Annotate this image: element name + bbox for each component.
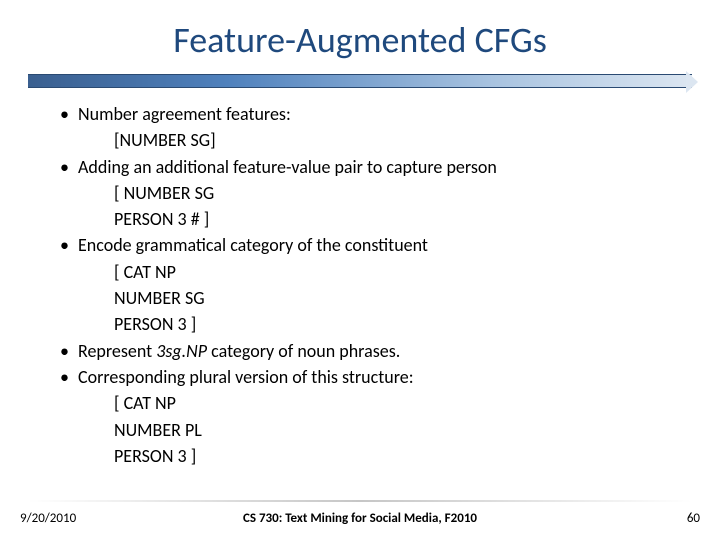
sub-item: [ CAT NP xyxy=(60,260,672,284)
sub-item: PERSON 3 ] xyxy=(60,444,672,468)
bullet-item: Represent 3sg.NP category of noun phrase… xyxy=(60,339,672,363)
footer-course: CS 730: Text Mining for Social Media, F2… xyxy=(243,511,477,526)
bullet-item: Encode grammatical category of the const… xyxy=(60,233,672,257)
footer-date: 9/20/2010 xyxy=(20,511,76,526)
bullet-item: Adding an additional feature-value pair … xyxy=(60,155,672,179)
slide-body: Number agreement features: [NUMBER SG] A… xyxy=(0,102,720,468)
sub-item: PERSON 3 ] xyxy=(60,312,672,336)
slide-title: Feature-Augmented CFGs xyxy=(0,0,720,74)
sub-item: NUMBER SG xyxy=(60,286,672,310)
bullet-list: Number agreement features: [NUMBER SG] A… xyxy=(60,102,672,468)
footer-divider xyxy=(28,500,692,502)
sub-item: [NUMBER SG] xyxy=(60,128,672,152)
sub-item: NUMBER PL xyxy=(60,418,672,442)
sub-item: PERSON 3 # ] xyxy=(60,207,672,231)
footer-page-number: 60 xyxy=(687,511,700,526)
bullet-item: Corresponding plural version of this str… xyxy=(60,365,672,389)
gradient-divider xyxy=(28,74,692,88)
sub-item: [ CAT NP xyxy=(60,391,672,415)
bullet-item: Number agreement features: xyxy=(60,102,672,126)
sub-item: [ NUMBER SG xyxy=(60,181,672,205)
